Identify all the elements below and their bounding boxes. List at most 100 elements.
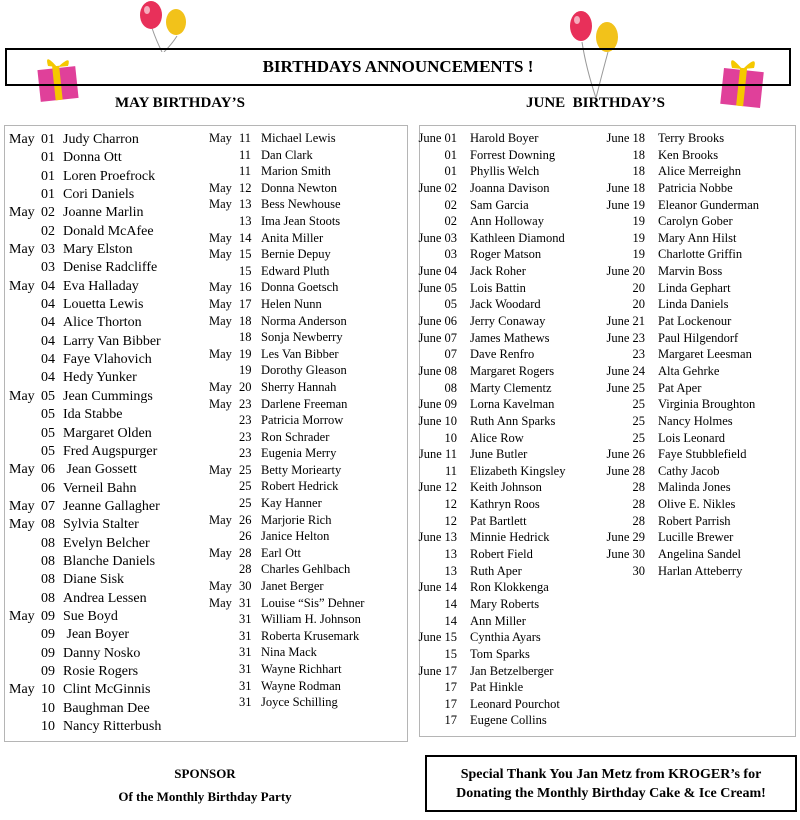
birthday-month — [9, 314, 41, 332]
birthday-name: Ruth Ann Sparks — [470, 413, 556, 428]
list-item: 10 Alice Row — [414, 430, 565, 447]
list-item: June 15 Cynthia Ayars — [414, 629, 565, 646]
list-item: 09 Rosie Rogers — [9, 663, 161, 681]
birthday-name: Janice Helton — [261, 529, 330, 544]
birthday-date: June 18 — [606, 180, 645, 195]
birthday-name: Faye Stubblefield — [658, 447, 747, 462]
birthday-day: 06 — [41, 462, 55, 478]
birthday-month — [209, 362, 239, 379]
birthday-name: Leonard Pourchot — [470, 696, 560, 711]
list-item: June 06 Jerry Conaway — [414, 313, 565, 330]
birthday-name: Jack Woodard — [470, 297, 541, 312]
birthday-date: June 23 — [606, 330, 645, 345]
birthday-name: Robert Field — [470, 547, 533, 562]
may-column-2: May 11 Michael Lewis 11 Dan Clark 11 Marion Sm… — [209, 130, 364, 711]
birthday-day: 01 — [41, 132, 55, 147]
birthday-name: Joanna Davison — [470, 180, 550, 195]
birthday-date: June 11 — [418, 447, 457, 462]
birthday-name: Paul Hilgendorf — [658, 330, 739, 345]
birthday-name: Judy Charron — [63, 132, 139, 147]
list-item: 13 Ruth Aper — [414, 563, 565, 580]
list-item: May 04 Eva Halladay — [9, 278, 161, 296]
list-item: 08 Andrea Lessen — [9, 590, 161, 608]
birthday-date: 14 — [444, 613, 458, 628]
birthday-name: Faye Vlahovich — [63, 352, 152, 368]
birthday-month: May — [209, 346, 232, 361]
list-item: May 19 Les Van Bibber — [209, 346, 364, 363]
list-item: May 07 Jeanne Gallagher — [9, 498, 161, 516]
birthday-date: June 05 — [418, 280, 457, 295]
birthday-date: June 13 — [418, 530, 457, 545]
birthday-month: May — [9, 242, 35, 258]
birthday-name: Kathryn Roos — [470, 497, 540, 512]
birthday-day: 31 — [239, 662, 252, 676]
list-item: 25 Lois Leonard — [602, 430, 759, 447]
thank-you-line-1: Special Thank You Jan Metz from KROGER’s… — [460, 767, 762, 782]
birthday-date: 15 — [444, 646, 458, 661]
birthday-name: Phyllis Welch — [470, 164, 540, 179]
list-item: 18 Ken Brooks — [602, 147, 759, 164]
list-item: June 18 Patricia Nobbe — [602, 180, 759, 197]
june-heading: JUNE BIRTHDAY’S — [526, 95, 665, 111]
birthday-name: Ann Miller — [470, 613, 526, 628]
birthday-day: 31 — [239, 695, 252, 710]
birthday-day: 06 — [41, 480, 55, 496]
list-item: May 17 Helen Nunn — [209, 296, 364, 313]
birthday-date: 12 — [444, 497, 458, 512]
birthday-name: Anita Miller — [261, 230, 324, 245]
birthday-month: May — [209, 247, 232, 262]
birthday-day: 23 — [239, 396, 252, 411]
birthday-name: Marvin Boss — [658, 264, 723, 279]
list-item: May 20 Sherry Hannah — [209, 379, 364, 396]
birthday-date: June 20 — [606, 264, 645, 279]
list-item: May 08 Sylvia Stalter — [9, 516, 161, 534]
birthday-day: 31 — [239, 645, 252, 660]
birthday-name: Joyce Schilling — [261, 695, 338, 710]
birthday-name: Wayne Rodman — [261, 678, 341, 693]
birthday-name: Marty Clementz — [470, 380, 552, 395]
birthday-day: 26 — [239, 512, 252, 527]
june-column-2: June 18 Terry Brooks 18 Ken Brooks 18 Alice M… — [602, 130, 759, 579]
birthday-month — [9, 480, 41, 498]
list-item: May 02 Joanne Marlin — [9, 204, 161, 222]
birthday-name: Keith Johnson — [470, 480, 542, 495]
birthday-date: 28 — [632, 513, 646, 528]
list-item: June 24 Alta Gehrke — [602, 363, 759, 380]
birthday-name: Cynthia Ayars — [470, 630, 541, 645]
birthday-day: 13 — [239, 213, 252, 228]
list-item: 04 Alice Thorton — [9, 314, 161, 332]
birthday-name: Diane Sisk — [63, 572, 125, 588]
birthday-date: 13 — [444, 563, 458, 578]
birthday-date: June 25 — [606, 380, 645, 395]
birthday-day: 04 — [41, 297, 55, 313]
birthday-name: Les Van Bibber — [261, 346, 339, 361]
birthday-day: 04 — [41, 315, 55, 331]
balloons-icon — [140, 1, 186, 52]
may-column-1: May 01 Judy Charron 01 Donna Ott 01 Loren Proe… — [9, 131, 161, 736]
birthday-name: Tom Sparks — [470, 646, 530, 661]
birthday-name: Bess Newhouse — [261, 197, 341, 212]
list-item: June 17 Jan Betzelberger — [414, 663, 565, 680]
birthday-month — [9, 535, 41, 553]
balloons-icon — [570, 11, 618, 98]
birthday-day: 08 — [41, 535, 55, 551]
birthday-name: Dave Renfro — [470, 347, 535, 362]
birthday-day: 01 — [41, 187, 55, 203]
birthday-month — [209, 329, 239, 346]
birthday-day: 08 — [41, 572, 55, 588]
list-item: 18 Sonja Newberry — [209, 329, 364, 346]
birthday-day: 08 — [41, 517, 55, 533]
birthday-day: 10 — [41, 700, 55, 716]
list-item: June 26 Faye Stubblefield — [602, 446, 759, 463]
list-item: 05 Jack Woodard — [414, 296, 565, 313]
birthday-name: Ida Stabbe — [63, 407, 123, 423]
list-item: 17 Pat Hinkle — [414, 679, 565, 696]
list-item: June 13 Minnie Hedrick — [414, 529, 565, 546]
birthday-name: Betty Moriearty — [261, 462, 342, 477]
birthday-day: 14 — [239, 230, 252, 245]
birthday-day: 05 — [41, 443, 55, 459]
birthday-day: 04 — [41, 333, 55, 349]
list-item: 17 Eugene Collins — [414, 712, 565, 729]
birthday-name: Kay Hanner — [261, 496, 322, 511]
